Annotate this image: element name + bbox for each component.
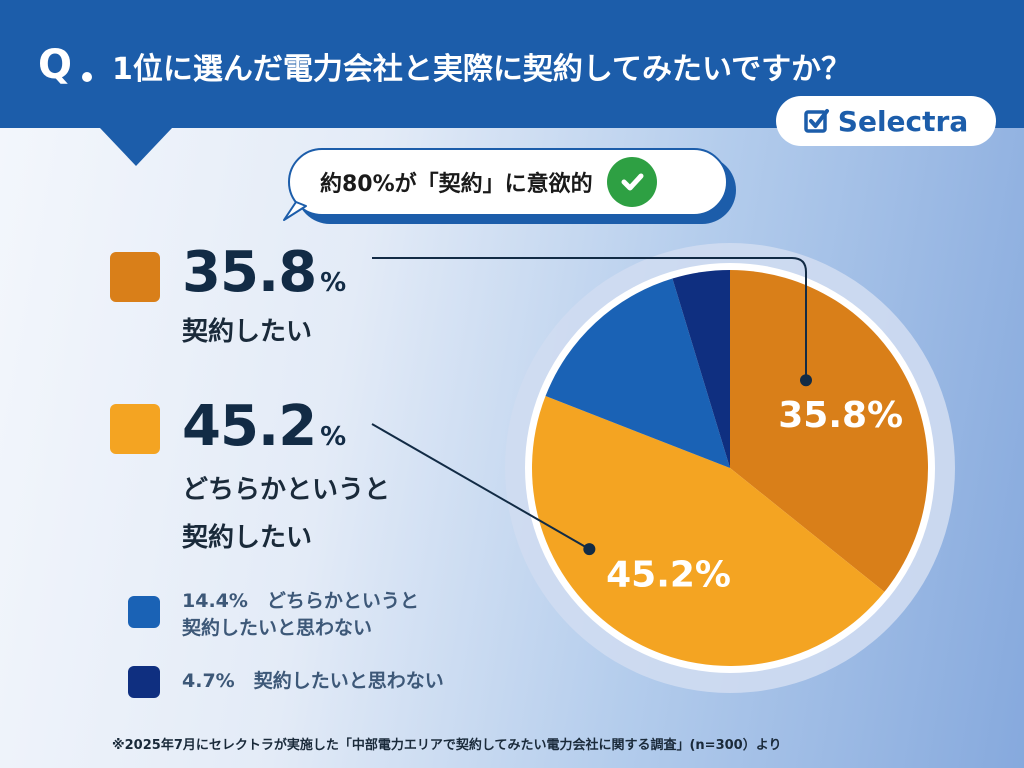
brand-name: Selectra [837, 104, 969, 138]
legend-label-somewhat-not-line-1: 14.4% どちらかというと [182, 590, 419, 612]
legend-label-somewhat-want-line-2: 契約したい [182, 523, 313, 553]
legend-label-somewhat-not-line-2: 契約したいと思わない [182, 617, 373, 639]
brand-badge: Selectra [776, 96, 996, 146]
check-circle-icon [606, 157, 657, 207]
legend-value-somewhat-want-unit: % [320, 422, 347, 452]
pie-slice-not [672, 270, 730, 468]
legend-label-want: 契約したい [182, 312, 312, 352]
legend-swatch-somewhat-not [128, 596, 160, 628]
header-pointer [100, 128, 172, 166]
callout-bubble: 約80%が「契約」に意欲的 [288, 148, 728, 216]
legend-value-want: 35.8% [182, 240, 346, 305]
legend-swatch-not [128, 666, 160, 698]
legend-label-not: 4.7% 契約したいと思わない [182, 668, 444, 695]
footnote-source: ※2025年7月にセレクトラが実施した「中部電力エリアで契約してみたい電力会社に… [112, 738, 782, 753]
connector-line-somewhat-want [371, 423, 590, 550]
callout-tail [283, 201, 307, 221]
connector-line-want [372, 257, 807, 381]
data-label-want: 35.8% [778, 395, 903, 436]
legend-label-somewhat-not: 14.4% どちらかというと 契約したいと思わない [182, 588, 419, 642]
callout-text: 約80%が「契約」に意欲的 [320, 172, 593, 197]
question-mark-label: Q [38, 42, 74, 88]
legend-label-somewhat-want-line-1: どちらかというと [182, 475, 391, 505]
legend-value-want-number: 35.8 [182, 240, 317, 305]
connector-dot-want [800, 374, 812, 387]
question-dot [82, 72, 92, 82]
legend-value-want-unit: % [320, 268, 347, 298]
legend-label-want-line: 契約したい [182, 317, 313, 347]
page-title: 1位に選んだ電力会社と実際に契約してみたいですか？ [112, 52, 852, 87]
legend-swatch-want [110, 252, 160, 302]
pie-slice-somewhat-not [545, 278, 730, 468]
data-label-somewhat-want: 45.2% [606, 554, 731, 595]
legend-value-somewhat-want: 45.2% [182, 394, 346, 459]
legend-label-not-line: 4.7% 契約したいと思わない [182, 670, 444, 692]
legend-swatch-somewhat-want [110, 404, 160, 454]
legend-value-somewhat-want-number: 45.2 [182, 394, 317, 459]
pie-slice-somewhat-want [532, 396, 885, 667]
pie-slice-want [730, 270, 928, 592]
connector-dot-somewhat-want [583, 543, 596, 556]
legend-label-somewhat-want: どちらかというと 契約したい [182, 470, 390, 558]
check-square-icon [804, 109, 829, 133]
